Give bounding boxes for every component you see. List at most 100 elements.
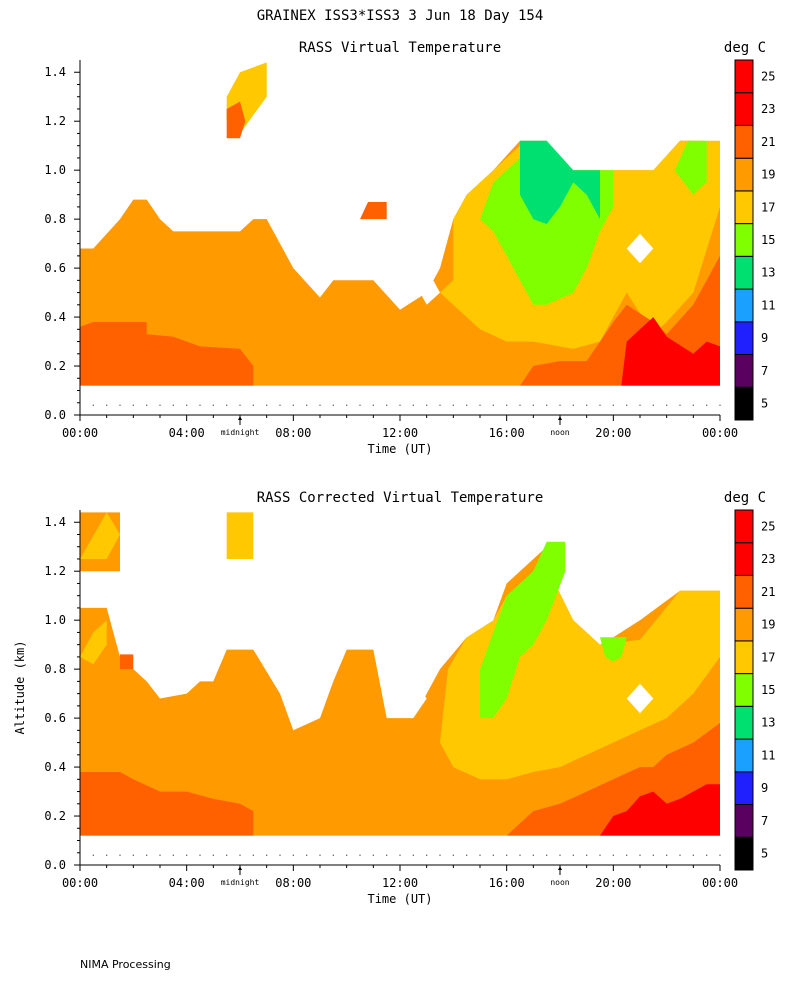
x-tick-label: 20:00 (595, 426, 631, 440)
baseline-dot (719, 854, 721, 856)
contour-region-15 (600, 637, 627, 662)
colorbar-swatch-17 (734, 190, 754, 225)
baseline-dot (199, 854, 201, 856)
colorbar-label: deg C (724, 490, 766, 506)
baseline-dot (412, 404, 414, 406)
baseline-dot (599, 854, 601, 856)
baseline-dot (386, 404, 388, 406)
contour-region-13 (520, 140, 600, 224)
baseline-dot (146, 854, 148, 856)
baseline-dot (626, 854, 628, 856)
marker-noon-head (558, 416, 562, 420)
y-tick-label: 1.0 (44, 613, 66, 627)
baseline-dot (106, 854, 108, 856)
y-tick-label: 0.6 (44, 261, 66, 275)
baseline-dot (546, 404, 548, 406)
x-tick-label: 00:00 (62, 876, 98, 890)
x-tick-label: 16:00 (489, 426, 525, 440)
baseline-dot (466, 854, 468, 856)
x-tick-label: 16:00 (489, 876, 525, 890)
colorbar-tick-label: 13 (761, 266, 775, 280)
baseline-dot (426, 854, 428, 856)
x-tick-label: 20:00 (595, 876, 631, 890)
baseline-dot (492, 854, 494, 856)
colorbar-swatch-17 (734, 640, 754, 675)
colorbar-tick-label: 19 (761, 618, 775, 632)
marker-noon-head (558, 866, 562, 870)
footer-text: NIMA Processing (80, 958, 171, 971)
baseline-dot (372, 404, 374, 406)
colorbar-swatch-19 (734, 607, 754, 642)
baseline-dot (239, 404, 241, 406)
colorbar-swatch-11 (734, 738, 754, 773)
baseline-dot (519, 854, 521, 856)
contour-region-17 (80, 512, 120, 559)
baseline-dot (306, 854, 308, 856)
baseline-dot (612, 854, 614, 856)
baseline-dot (439, 404, 441, 406)
x-tick-label: 08:00 (275, 876, 311, 890)
baseline-dot (572, 404, 574, 406)
colorbar-swatch-13 (734, 705, 754, 740)
baseline-dot (319, 404, 321, 406)
data-gap (626, 233, 654, 264)
baseline-dot (612, 404, 614, 406)
baseline-dot (212, 404, 214, 406)
baseline-dot (132, 854, 134, 856)
panel-2: 0.0 0.2 0.4 0.6 0.8 1.0 1.2 1.4 00:00 04:00 08:00 1… (13, 490, 775, 906)
baseline-dot (626, 404, 628, 406)
marker-midnight-label: midnight (221, 878, 260, 887)
baseline-dot (692, 404, 694, 406)
baseline-dot (239, 854, 241, 856)
baseline-dot (186, 854, 188, 856)
contour-region-17 (226, 512, 254, 559)
x-tick-label: 12:00 (382, 426, 418, 440)
baseline-dot (332, 404, 334, 406)
baseline-dot (226, 404, 228, 406)
colorbar-tick-label: 21 (761, 135, 775, 149)
colorbar-tick-label: 7 (761, 364, 768, 378)
baseline-dot (319, 854, 321, 856)
baseline-dot (679, 404, 681, 406)
baseline-dot (506, 404, 508, 406)
y-tick-label: 1.4 (44, 515, 66, 529)
y-tick-label: 0.4 (44, 310, 66, 324)
x-axis-label: Time (UT) (367, 442, 432, 456)
colorbar-swatch-9 (734, 321, 754, 355)
colorbar-tick-label: 23 (761, 552, 775, 566)
baseline-dot (639, 854, 641, 856)
data-gap (626, 683, 654, 714)
colorbar-swatch-7 (734, 804, 754, 838)
colorbar-swatch-11 (734, 288, 754, 323)
colorbar-tick-label: 21 (761, 585, 775, 599)
baseline-dot (199, 404, 201, 406)
baseline-dot (359, 404, 361, 406)
baseline-dot (532, 854, 534, 856)
baseline-dot (92, 404, 94, 406)
colorbar-tick-label: 7 (761, 814, 768, 828)
baseline-dot (279, 854, 281, 856)
colorbar-tick-label: 25 (761, 519, 775, 533)
baseline-dot (159, 404, 161, 406)
marker-noon-label: noon (550, 428, 569, 437)
x-tick-label: 04:00 (169, 426, 205, 440)
baseline-dot (332, 854, 334, 856)
colorbar-tick-label: 11 (761, 749, 775, 763)
baseline-dot (266, 404, 268, 406)
baseline-dot (132, 404, 134, 406)
x-tick-label: 00:00 (702, 876, 738, 890)
colorbar-tick-label: 9 (761, 331, 768, 345)
baseline-dot (439, 854, 441, 856)
contour-region-21 (80, 322, 254, 386)
baseline-dot (652, 404, 654, 406)
colorbar-swatch-21 (734, 125, 754, 159)
colorbar-tick-label: 5 (761, 397, 768, 411)
colorbar-swatch-15 (734, 223, 754, 257)
baseline-dot (452, 854, 454, 856)
baseline-dot (186, 404, 188, 406)
contour-region-15 (674, 140, 707, 195)
baseline-dot (452, 404, 454, 406)
baseline-dot (586, 404, 588, 406)
colorbar-tick-label: 11 (761, 299, 775, 313)
